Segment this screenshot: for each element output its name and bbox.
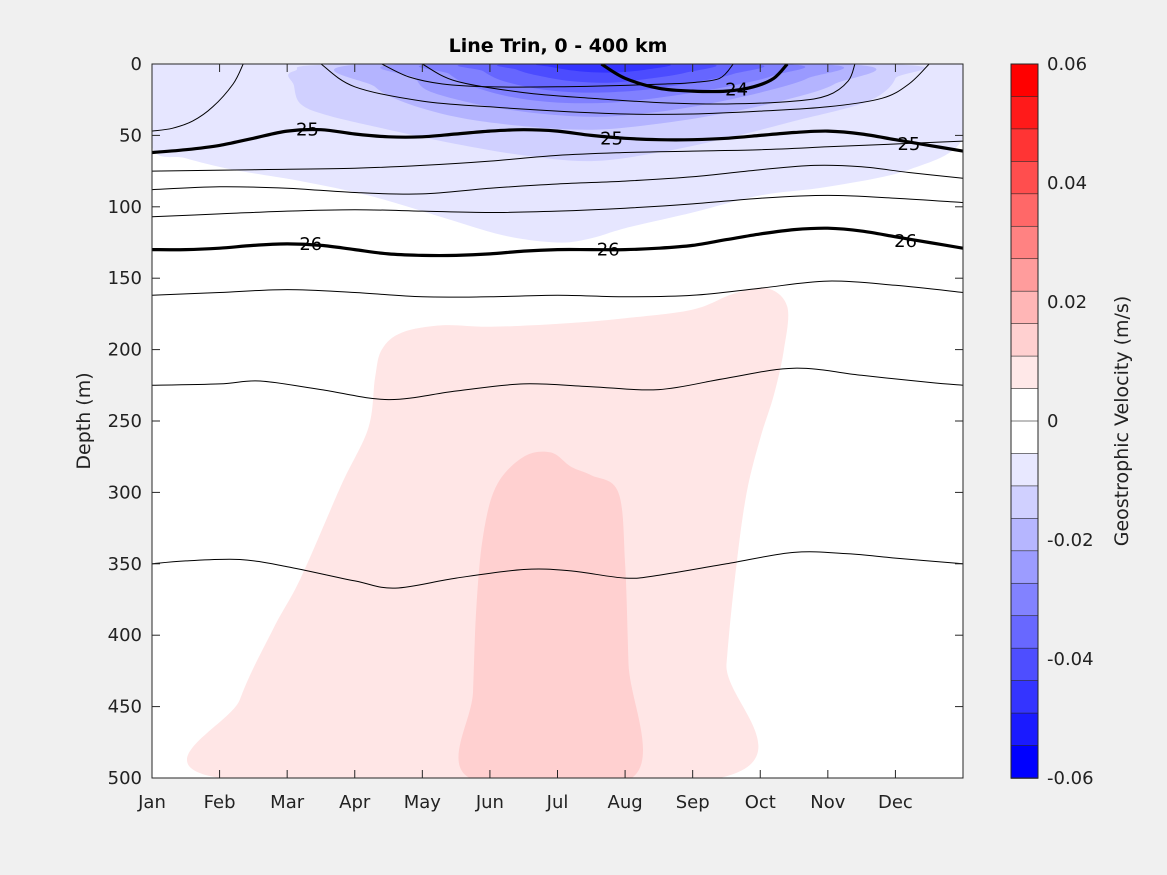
colorbar-cell — [1010, 485, 1039, 520]
x-tick-label: Mar — [270, 792, 305, 813]
density-contour-major-0 — [600, 64, 789, 94]
density-contour-minor-6 — [320, 64, 930, 115]
colorbar-tick-label: 0.02 — [1047, 292, 1087, 313]
colorbar-cell — [1010, 680, 1039, 714]
colorbar-tick-label: -0.06 — [1047, 768, 1094, 789]
colorbar-cell — [1010, 745, 1039, 779]
colorbar-cell — [1010, 518, 1039, 552]
density-contour-minor-10 — [152, 280, 963, 298]
density-contour-minor-3 — [152, 64, 244, 132]
y-tick-label: 0 — [131, 54, 142, 75]
y-tick-label: 250 — [108, 411, 142, 432]
y-tick-label: 50 — [119, 125, 142, 146]
y-tick-label: 450 — [108, 697, 142, 718]
colorbar-cell — [1010, 550, 1039, 585]
colorbar-cell — [1010, 582, 1039, 617]
density-contour-major-2 — [152, 226, 963, 258]
colorbar-cell — [1010, 712, 1039, 747]
colorbar-cell — [1010, 96, 1039, 130]
colorbar-cell — [1010, 420, 1039, 455]
x-tick-label: Jul — [546, 792, 569, 813]
x-tick-label: Dec — [878, 792, 913, 813]
x-tick-label: Sep — [676, 792, 710, 813]
colorbar-cell — [1010, 453, 1039, 487]
colorbar-tick-label: -0.04 — [1047, 649, 1094, 670]
colorbar-label: Geostrophic Velocity (m/s) — [1111, 296, 1133, 546]
density-contours — [152, 64, 963, 589]
density-contour-minor-5 — [422, 64, 856, 105]
colorbar-cell — [1010, 355, 1039, 390]
colorbar-frame — [1010, 63, 1039, 779]
colorbar-cell — [1010, 290, 1039, 325]
x-tick-label: Apr — [339, 792, 371, 813]
colorbar-cell — [1010, 63, 1039, 98]
plot-area: 24 25 25 25 26 26 26 Jan Feb Mar Apr May Jun Jul Aug S… — [108, 54, 964, 813]
x-tick-label: Oct — [745, 792, 776, 813]
density-contour-minor-12 — [152, 551, 963, 589]
x-tick-label: Nov — [810, 792, 845, 813]
chart-title: Line Trin, 0 - 400 km — [449, 35, 668, 57]
velocity-region-negative-0.04 — [536, 64, 671, 73]
x-tick-label: Feb — [204, 792, 236, 813]
colorbar-cell — [1010, 615, 1039, 649]
colorbar-cell — [1010, 161, 1039, 195]
y-tick-label: 300 — [108, 482, 142, 503]
colorbar-tick-label: 0 — [1047, 411, 1058, 432]
colorbar-cell — [1010, 647, 1039, 682]
colorbar-tick-label: 0.06 — [1047, 54, 1087, 75]
colorbar-tick-label: 0.04 — [1047, 173, 1087, 194]
y-tick-label: 200 — [108, 340, 142, 361]
contour-label-25: 25 — [296, 120, 319, 141]
density-contour-minor-11 — [152, 367, 963, 401]
colorbar-cell — [1010, 225, 1039, 260]
y-tick-label: 100 — [108, 197, 142, 218]
density-contour-major-1 — [152, 127, 963, 155]
colorbar-cell — [1010, 258, 1039, 292]
colorbar-cell — [1010, 193, 1039, 228]
y-tick-label: 350 — [108, 554, 142, 575]
colorbar-cell — [1010, 128, 1039, 163]
x-tick-label: Jan — [137, 792, 166, 813]
y-axis: 0 50 100 150 200 250 300 350 400 450 500 — [108, 54, 963, 789]
colorbar-cells — [1010, 63, 1039, 779]
y-tick-label: 150 — [108, 268, 142, 289]
velocity-region-positive-0.02 — [458, 451, 643, 778]
colorbar: 0.06 0.04 0.02 0 -0.02 -0.04 -0.06 Geostrophic… — [1010, 54, 1133, 789]
x-tick-label: Aug — [608, 792, 643, 813]
contour-label-26: 26 — [299, 234, 322, 255]
colorbar-cell — [1010, 323, 1039, 357]
y-axis-label: Depth (m) — [73, 372, 95, 469]
contour-label-26: 26 — [894, 231, 917, 252]
density-contour-minor-9 — [152, 194, 963, 218]
y-tick-label: 400 — [108, 625, 142, 646]
x-axis: Jan Feb Mar Apr May Jun Jul Aug Sep Oct Nov Dec — [137, 64, 913, 813]
density-contour-minor-8 — [152, 164, 963, 195]
colorbar-cell — [1010, 388, 1039, 422]
x-tick-label: Jun — [475, 792, 504, 813]
density-contour-minor-4 — [381, 64, 734, 88]
x-tick-label: May — [404, 792, 442, 813]
y-tick-label: 500 — [108, 768, 142, 789]
contour-label-26: 26 — [597, 240, 620, 261]
colorbar-tick-label: -0.02 — [1047, 530, 1094, 551]
contour-label-25: 25 — [600, 128, 623, 149]
velocity-region-negative-0.035 — [496, 64, 717, 83]
density-contour-minor-7 — [152, 140, 963, 172]
contour-labels: 24 25 25 25 26 26 26 — [296, 80, 920, 261]
velocity-fills — [152, 64, 963, 778]
contour-label-25: 25 — [897, 134, 920, 155]
colorbar-ticks: 0.06 0.04 0.02 0 -0.02 -0.04 -0.06 — [1047, 54, 1094, 789]
contour-label-24: 24 — [725, 80, 748, 101]
